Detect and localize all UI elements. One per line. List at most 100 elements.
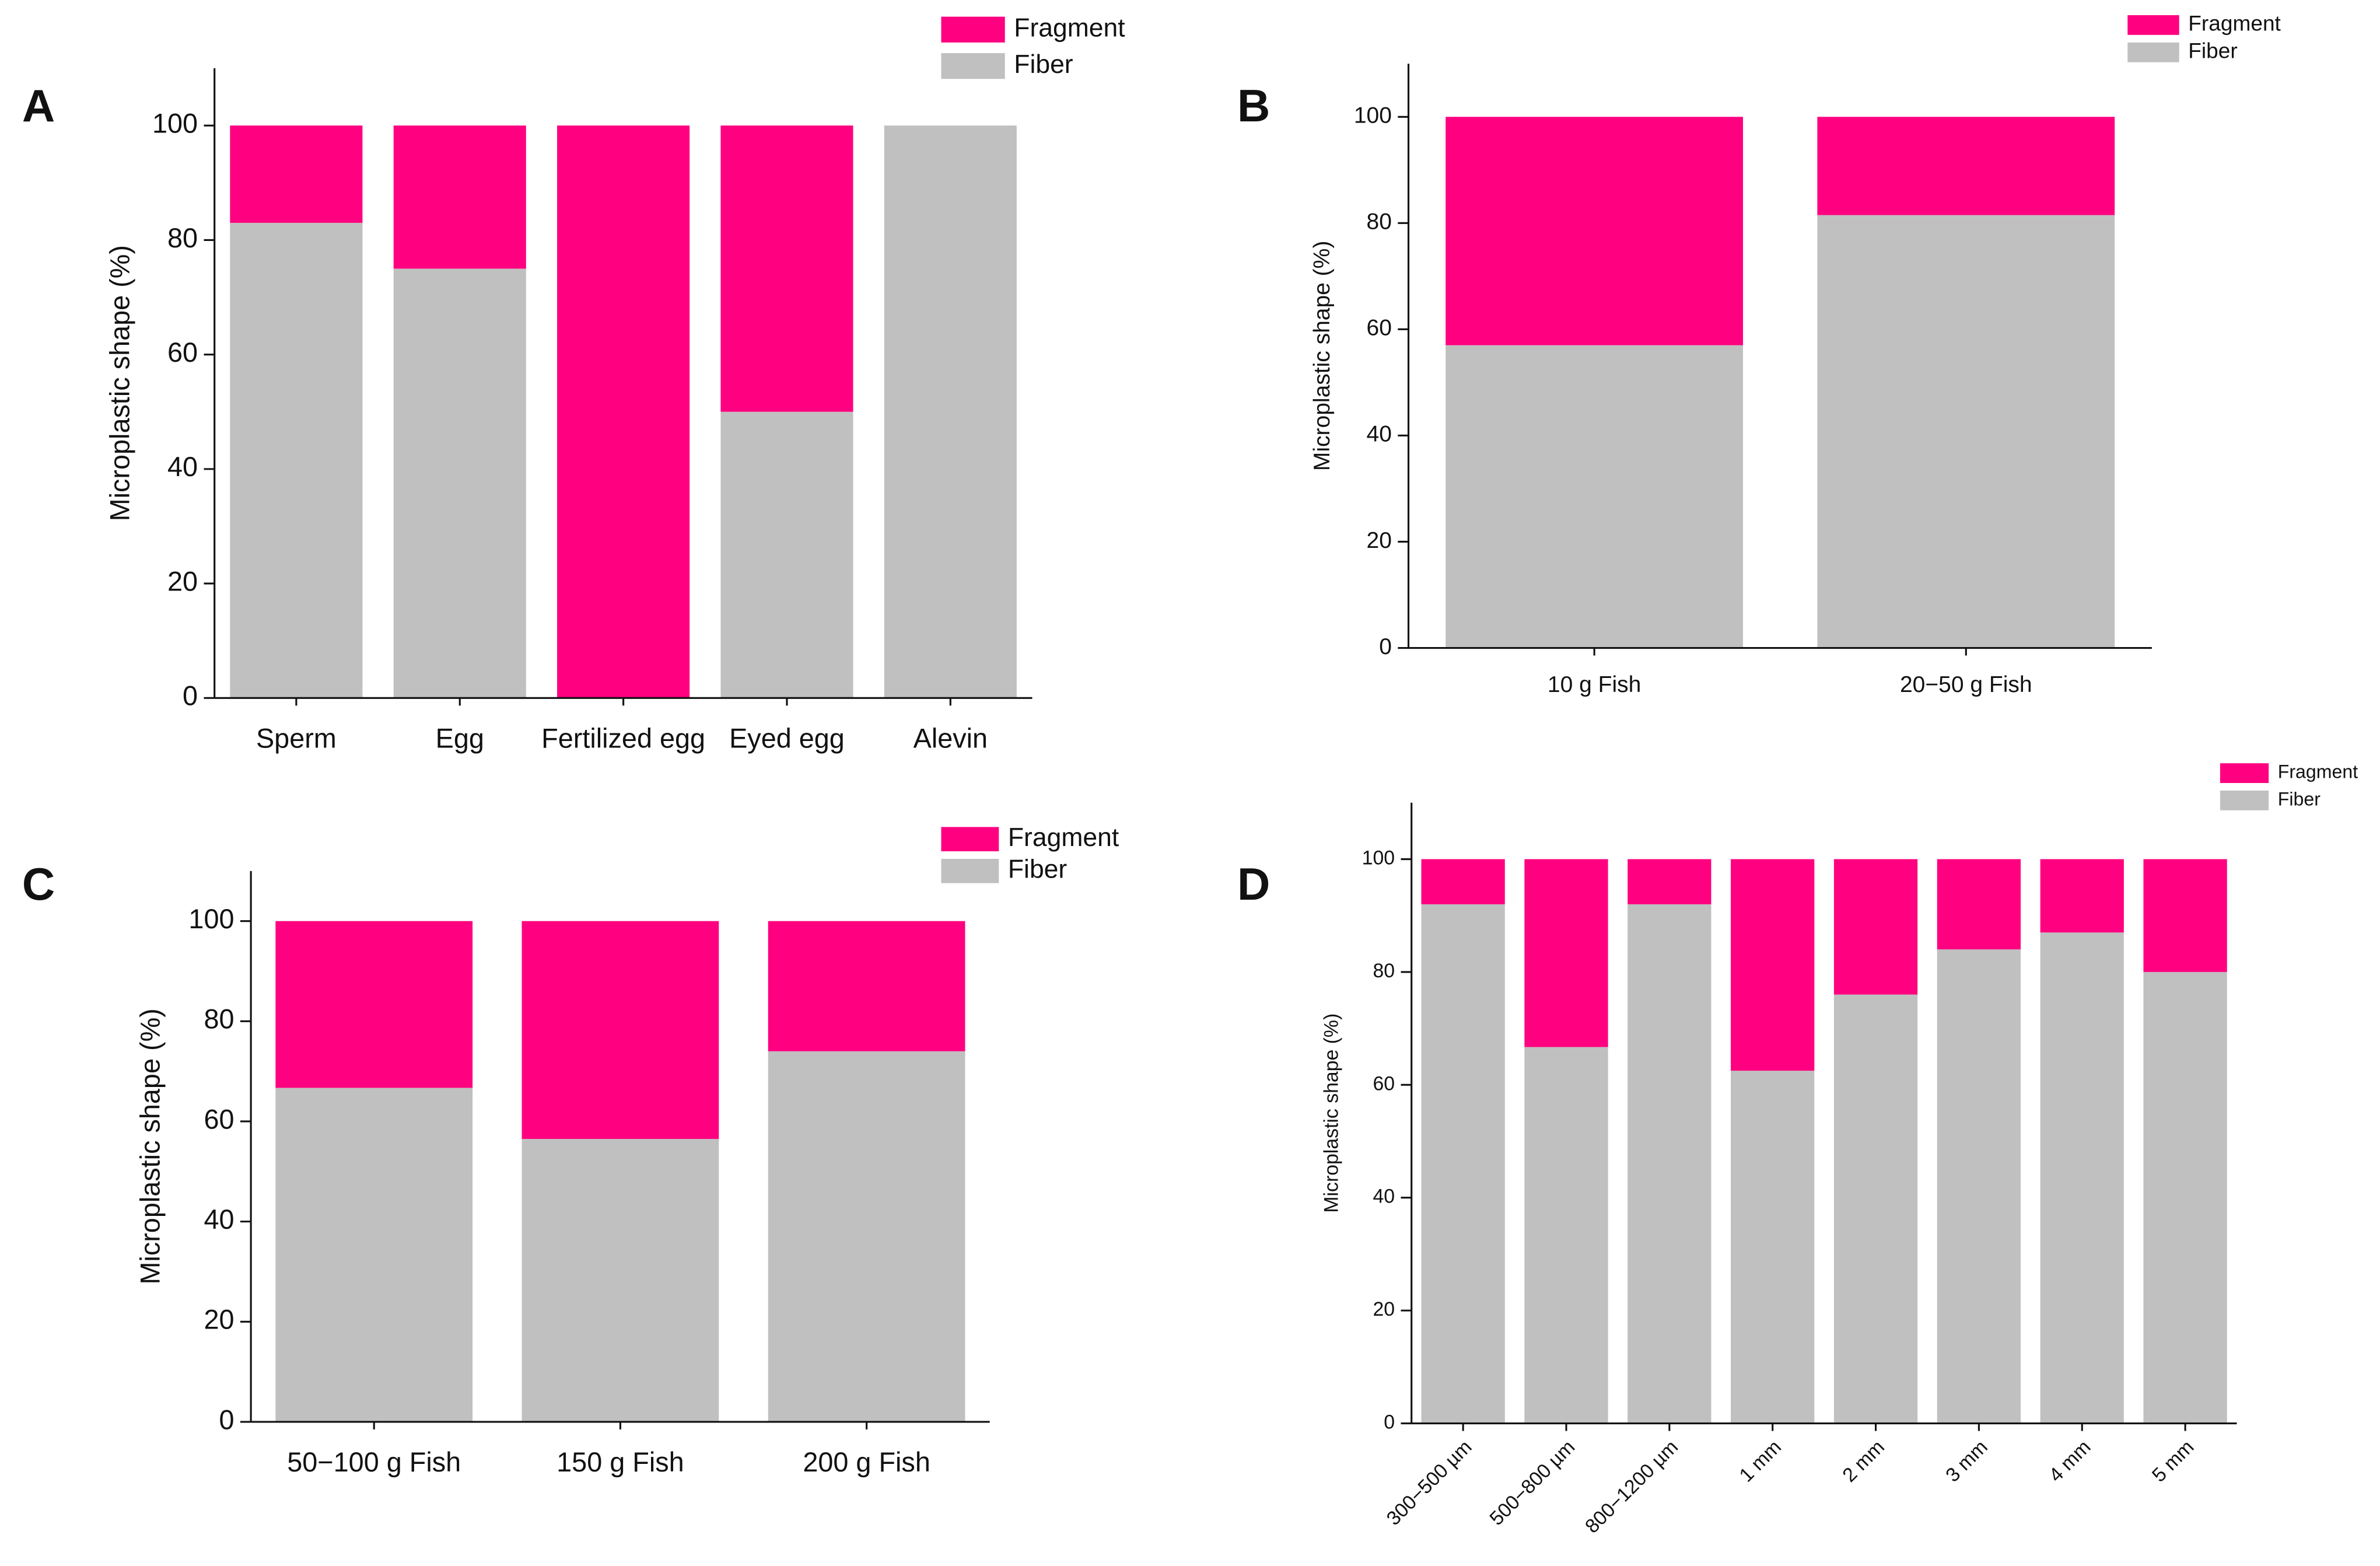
legend-label: Fragment: [2188, 11, 2281, 36]
bar-segment: [1731, 1071, 1815, 1424]
y-tick-label: 60: [1373, 1072, 1395, 1095]
bar-segment: [720, 125, 853, 412]
x-tick-label: 50−100 g Fish: [287, 1447, 461, 1477]
legend-label: Fiber: [2278, 788, 2320, 809]
y-tick-label: 60: [1367, 316, 1392, 341]
y-tick-label: 40: [204, 1204, 234, 1235]
bar-segment: [522, 1139, 719, 1422]
x-tick-label: 150 g Fish: [556, 1447, 684, 1477]
y-tick-label: 60: [204, 1104, 234, 1134]
legend-label: Fiber: [1008, 855, 1068, 884]
x-tick-label: Eyed egg: [729, 723, 845, 754]
y-tick-label: 0: [1384, 1411, 1395, 1433]
y-axis-label: Microplastic shape (%): [104, 245, 135, 521]
bar-segment: [768, 921, 965, 1051]
bar-segment: [1524, 859, 1608, 1047]
bar-segment: [1833, 994, 1918, 1424]
x-tick-label: Fertilized egg: [541, 723, 705, 754]
panel-label: C: [22, 858, 55, 910]
bar-segment: [2040, 859, 2124, 933]
bar-segment: [1446, 345, 1743, 648]
y-tick-label: 80: [1367, 209, 1392, 235]
y-tick-label: 0: [1379, 634, 1392, 659]
y-tick-label: 100: [1362, 847, 1395, 869]
panel-label: B: [1237, 80, 1270, 131]
y-tick-label: 100: [152, 109, 198, 139]
bar-segment: [1731, 859, 1815, 1071]
legend-swatch: [2127, 15, 2179, 35]
y-axis-label: Microplastic shape (%): [1320, 1013, 1342, 1213]
x-tick-label: 300−500 µm: [1382, 1436, 1476, 1530]
legend-swatch: [941, 53, 1005, 79]
bar-segment: [1833, 859, 1918, 995]
y-tick-label: 100: [188, 904, 234, 934]
bar-segment: [2040, 932, 2124, 1424]
bar-segment: [393, 268, 526, 698]
bar-segment: [1628, 859, 1712, 904]
bar-segment: [1421, 904, 1505, 1424]
legend-label: Fragment: [2278, 761, 2358, 782]
x-tick-label: Egg: [436, 723, 484, 754]
legend-swatch: [2127, 42, 2179, 62]
y-tick-label: 60: [167, 337, 198, 368]
y-axis-label: Microplastic shape (%): [135, 1008, 165, 1284]
y-tick-label: 20: [1373, 1298, 1395, 1320]
y-tick-label: 20: [167, 566, 198, 596]
bar-segment: [1446, 117, 1743, 345]
bar-segment: [2143, 971, 2227, 1424]
bar-segment: [884, 125, 1017, 698]
x-tick-label: 10 g Fish: [1548, 672, 1641, 697]
legend-label: Fiber: [2188, 39, 2237, 63]
x-tick-label: 2 mm: [1838, 1436, 1889, 1487]
bar-segment: [768, 1051, 965, 1422]
y-tick-label: 40: [1373, 1186, 1395, 1208]
x-tick-label: 1 mm: [1735, 1436, 1786, 1487]
y-axis-label: Microplastic shape (%): [1310, 241, 1335, 471]
bar-segment: [1817, 117, 2115, 215]
legend-label: Fragment: [1014, 13, 1125, 42]
bar-segment: [393, 125, 526, 269]
bar-segment: [275, 1088, 473, 1422]
bar-segment: [1817, 215, 2115, 648]
x-tick-label: 20−50 g Fish: [1900, 672, 2032, 697]
bar-segment: [1628, 904, 1712, 1424]
bar-segment: [720, 411, 853, 698]
legend-swatch: [941, 827, 999, 852]
legend-swatch: [2220, 791, 2269, 810]
x-tick-label: Alevin: [914, 723, 988, 754]
y-tick-label: 80: [204, 1004, 234, 1034]
y-tick-label: 0: [183, 681, 198, 711]
legend-swatch: [2220, 763, 2269, 783]
x-tick-label: 500−800 µm: [1485, 1436, 1579, 1530]
bar-segment: [230, 222, 363, 698]
bar-segment: [1937, 859, 2021, 950]
bar-segment: [230, 125, 363, 223]
x-tick-label: 3 mm: [1941, 1436, 1992, 1487]
y-tick-label: 80: [167, 223, 198, 253]
legend-label: Fiber: [1014, 50, 1073, 79]
panel-label: A: [22, 80, 55, 131]
y-tick-label: 20: [204, 1305, 234, 1335]
y-tick-label: 20: [1367, 528, 1392, 553]
y-tick-label: 80: [1373, 960, 1395, 982]
bar-segment: [1421, 859, 1505, 904]
y-tick-label: 40: [1367, 422, 1392, 447]
x-tick-label: Sperm: [256, 723, 337, 754]
bar-segment: [522, 921, 719, 1139]
bar-segment: [275, 921, 473, 1088]
y-tick-label: 0: [219, 1404, 234, 1435]
panel-label: D: [1237, 858, 1270, 910]
legend-swatch: [941, 16, 1005, 43]
bar-segment: [2143, 859, 2227, 972]
x-tick-label: 5 mm: [2148, 1436, 2199, 1487]
bar-segment: [557, 125, 690, 698]
x-tick-label: 4 mm: [2045, 1436, 2095, 1487]
legend-swatch: [941, 859, 999, 883]
bar-segment: [1524, 1047, 1608, 1424]
legend-label: Fragment: [1008, 823, 1119, 852]
y-tick-label: 40: [167, 452, 198, 482]
y-tick-label: 100: [1354, 103, 1392, 128]
x-tick-label: 200 g Fish: [803, 1447, 930, 1477]
bar-segment: [1937, 949, 2021, 1424]
